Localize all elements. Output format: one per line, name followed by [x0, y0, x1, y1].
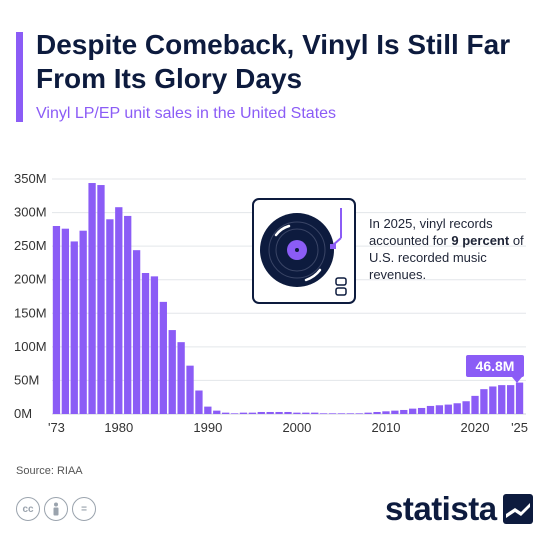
bar-1986 — [168, 330, 176, 414]
y-axis-labels: 0M 50M 100M 150M 200M 250M 300M 350M — [14, 171, 47, 421]
bar-2023 — [498, 385, 506, 414]
chart-title: Despite Comeback, Vinyl Is Still Far Fro… — [36, 29, 511, 94]
bar-2018 — [453, 403, 461, 414]
bar-1987 — [177, 342, 185, 414]
y-tick-label: 0M — [14, 406, 32, 421]
bar-1996 — [257, 411, 265, 414]
bar-2010 — [382, 411, 390, 414]
record-player-illustration — [252, 198, 356, 304]
bar-1997 — [266, 411, 274, 414]
bar-1990 — [204, 406, 212, 414]
x-tick-label: '25 — [511, 420, 528, 435]
x-tick-label: 1990 — [193, 420, 222, 435]
license-icons: cc = — [16, 497, 96, 521]
y-tick-label: 100M — [14, 339, 47, 354]
bar-1976 — [79, 230, 87, 414]
bar-2021 — [480, 389, 488, 414]
bar-1985 — [159, 301, 167, 414]
bar-1978 — [97, 185, 105, 414]
y-tick-label: 200M — [14, 272, 47, 287]
bar-1989 — [195, 390, 203, 414]
x-tick-label: '73 — [48, 420, 65, 435]
bar-2004 — [328, 413, 337, 414]
source-note: Source: RIAA — [16, 465, 83, 477]
x-tick-label: 2020 — [461, 420, 490, 435]
bar-1988 — [186, 365, 194, 414]
bar-2020 — [471, 395, 479, 414]
bar-2000 — [293, 412, 301, 414]
bar-1995 — [248, 412, 257, 414]
bar-2012 — [400, 409, 408, 414]
chart-subtitle: Vinyl LP/EP unit sales in the United Sta… — [36, 105, 337, 122]
bar-2006 — [346, 413, 354, 414]
bar-2014 — [417, 407, 426, 414]
bar-1980 — [115, 207, 123, 414]
bar-1993 — [230, 413, 239, 414]
x-tick-label: 2010 — [372, 420, 401, 435]
bar-1992 — [222, 412, 230, 414]
bar-2009 — [373, 411, 381, 414]
y-tick-label: 300M — [14, 205, 47, 220]
bar-1983 — [141, 273, 150, 414]
x-tick-label: 1980 — [104, 420, 133, 435]
bar-1975 — [70, 241, 78, 414]
bar-1982 — [132, 250, 141, 414]
bar-2019 — [462, 401, 470, 414]
statista-mark-icon — [502, 494, 533, 524]
bar-2013 — [409, 408, 417, 414]
bar-1973 — [52, 226, 61, 414]
bar-2005 — [337, 413, 346, 414]
bar-2025 — [515, 382, 524, 414]
bar-1991 — [213, 410, 221, 414]
bar-1999 — [284, 411, 292, 414]
bar-1984 — [150, 276, 159, 414]
y-tick-label: 250M — [14, 238, 47, 253]
x-tick-label: 2000 — [282, 420, 311, 435]
y-tick-label: 350M — [14, 171, 47, 186]
bar-2024 — [506, 385, 515, 414]
bar-2007 — [355, 413, 363, 414]
latest-value-callout: 46.8M — [466, 355, 524, 383]
y-tick-label: 50M — [14, 372, 39, 387]
bar-1979 — [106, 219, 114, 414]
x-axis-labels: '73 1980 1990 2000 2010 2020 '25 — [48, 420, 528, 435]
y-tick-label: 150M — [14, 305, 47, 320]
bar-2016 — [435, 405, 444, 414]
bar-2015 — [426, 405, 435, 414]
statista-logo: statista — [385, 490, 533, 528]
bar-2003 — [319, 413, 328, 414]
bar-1998 — [275, 411, 283, 414]
bar-1994 — [239, 412, 248, 414]
bar-1977 — [88, 183, 96, 414]
bar-2022 — [489, 386, 497, 414]
annotation-text: In 2025, vinyl records accounted for 9 p… — [369, 216, 524, 282]
bar-2017 — [444, 404, 452, 414]
bar-2001 — [302, 412, 310, 414]
bars — [52, 183, 524, 414]
bar-1981 — [124, 215, 132, 414]
bar-2008 — [364, 412, 372, 414]
bar-2011 — [391, 410, 399, 414]
bar-1974 — [61, 228, 70, 414]
title-accent-bar — [16, 32, 23, 122]
creative-commons-icon: cc — [16, 497, 40, 521]
no-derivatives-icon: = — [72, 497, 96, 521]
bar-2002 — [311, 412, 319, 414]
attribution-icon — [44, 497, 68, 521]
